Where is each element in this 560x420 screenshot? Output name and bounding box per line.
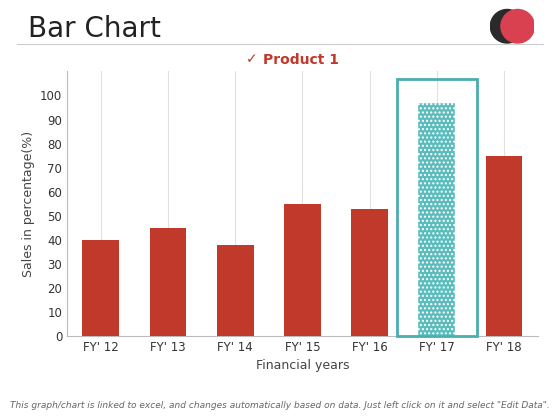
Bar	[82, 240, 119, 336]
Text: This graph/chart is linked to excel, and changes automatically based on data. Ju: This graph/chart is linked to excel, and…	[10, 401, 550, 410]
Text: ✓: ✓	[246, 52, 258, 67]
Bar	[217, 244, 254, 336]
Text: Bar Chart: Bar Chart	[28, 15, 161, 43]
Y-axis label: Sales in percentage(%): Sales in percentage(%)	[21, 131, 35, 277]
Bar	[150, 228, 186, 336]
Bar	[418, 102, 455, 336]
X-axis label: Financial years: Financial years	[256, 360, 349, 373]
Text: Product 1: Product 1	[263, 52, 339, 67]
Bar	[351, 208, 388, 336]
Circle shape	[501, 10, 534, 43]
Bar	[486, 155, 522, 336]
Circle shape	[491, 10, 524, 43]
Bar	[284, 204, 321, 336]
